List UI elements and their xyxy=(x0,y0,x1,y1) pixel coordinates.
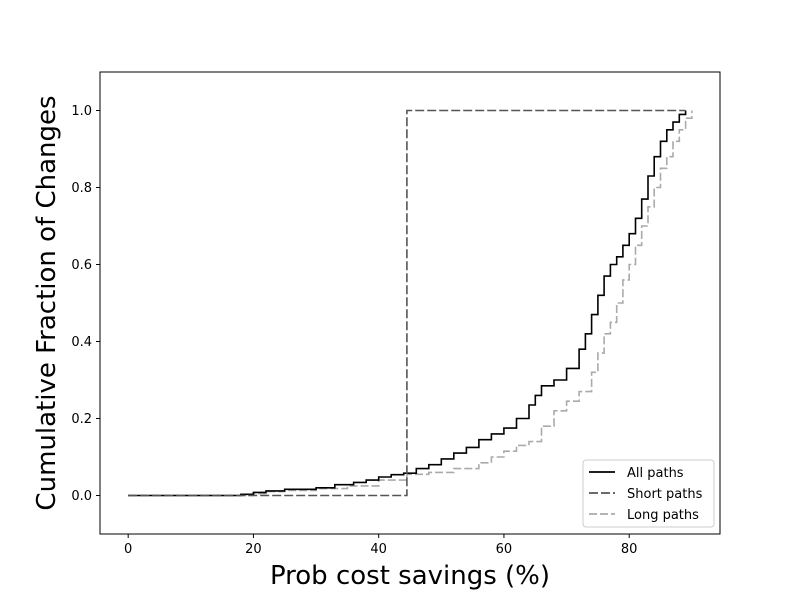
x-tick-label: 80 xyxy=(621,542,638,557)
y-tick-label: 0.4 xyxy=(71,335,92,350)
x-tick-label: 20 xyxy=(245,542,262,557)
x-tick-label: 60 xyxy=(496,542,513,557)
x-axis-ticks: 0 20 40 60 80 xyxy=(124,534,637,557)
legend-box xyxy=(582,459,715,528)
plot-series-group xyxy=(128,109,693,497)
legend-label-all-paths: All paths xyxy=(627,466,684,481)
x-axis-label: Prob cost savings (%) xyxy=(270,561,550,591)
y-tick-label: 0.8 xyxy=(71,181,92,196)
x-tick-label: 0 xyxy=(124,542,132,557)
plot-area-frame xyxy=(99,71,721,535)
y-axis-ticks: 0.0 0.2 0.4 0.6 0.8 1.0 xyxy=(71,104,100,504)
y-tick-label: 0.2 xyxy=(71,412,92,427)
series-line-long-paths xyxy=(128,110,693,497)
legend-label-long-paths: Long paths xyxy=(627,508,699,523)
x-tick-label: 40 xyxy=(370,542,387,557)
series-line-short-paths xyxy=(128,109,686,497)
legend: All paths Short paths Long paths xyxy=(582,459,715,528)
y-axis-label: Cumulative Fraction of Changes xyxy=(32,95,62,510)
y-tick-label: 1.0 xyxy=(71,104,92,119)
series-line-all-paths xyxy=(128,110,687,497)
y-tick-label: 0.0 xyxy=(71,489,92,504)
y-tick-label: 0.6 xyxy=(71,258,92,273)
legend-label-short-paths: Short paths xyxy=(627,487,703,502)
